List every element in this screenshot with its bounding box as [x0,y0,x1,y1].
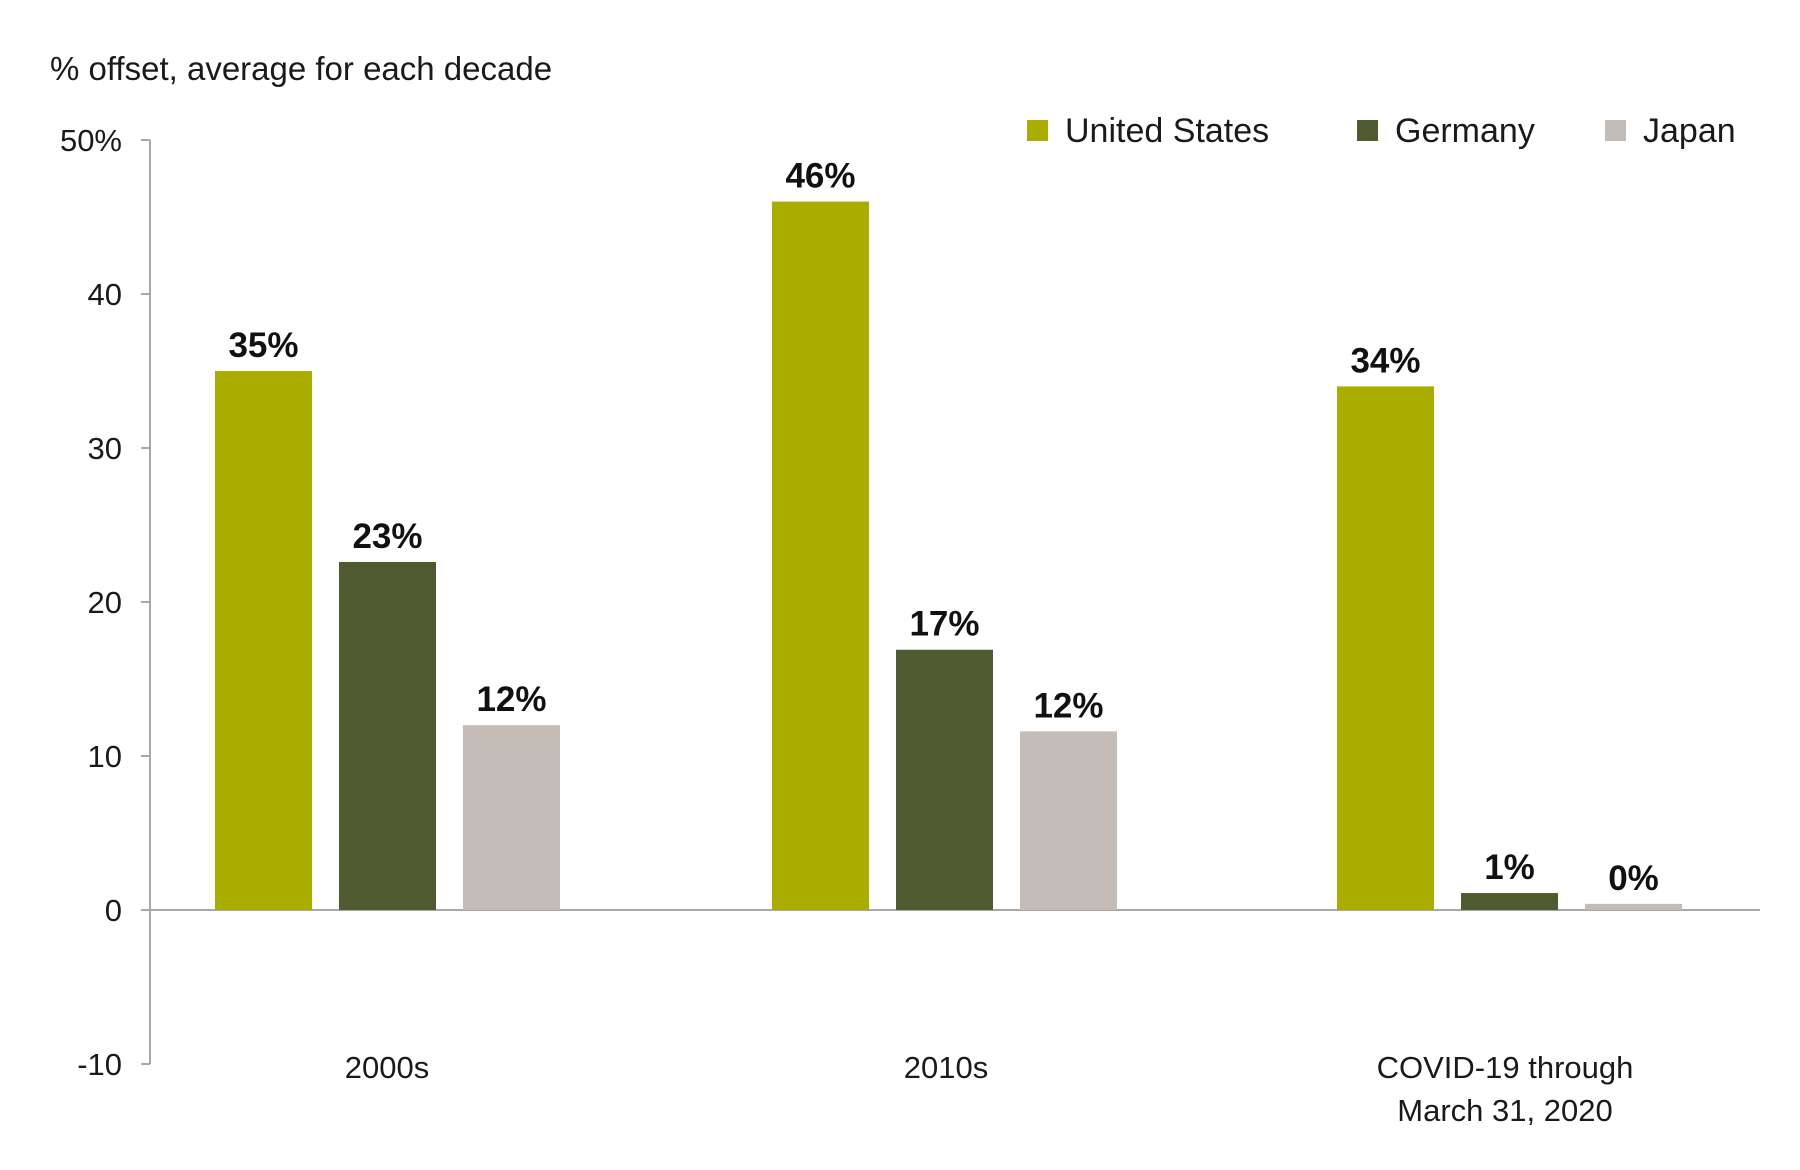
legend: United States Germany Japan [1027,112,1736,150]
bar-value-label: 23% [352,517,422,556]
bar-united-states [772,201,869,911]
x-category-label: COVID-19 through [1377,1050,1634,1085]
bar-value-label: 34% [1350,341,1420,380]
axes: 50% 40 30 20 10 0 -10 2000s 2010s COVID-19 throug… [60,123,1760,1128]
legend-swatch [1605,120,1626,141]
bar-value-label: 1% [1484,848,1535,887]
bar-united-states [215,371,312,910]
legend-swatch [1027,120,1048,141]
legend-swatch [1357,120,1378,141]
y-tick-label: 40 [88,277,122,312]
bar-value-label: 0% [1608,859,1659,898]
x-category-label: March 31, 2020 [1397,1093,1612,1128]
bar-value-label: 12% [476,680,546,719]
bar-value-label: 17% [909,605,979,644]
legend-label: United States [1065,112,1269,150]
bar-japan [463,725,560,910]
bar-value-label: 35% [228,326,298,365]
chart-subtitle: % offset, average for each decade [50,50,552,87]
y-tick-label: 0 [105,893,122,928]
bar-japan [1585,903,1682,910]
legend-label: Japan [1643,112,1736,150]
y-tick-label: 50% [60,123,122,158]
bar-japan [1020,731,1117,910]
y-tick-label: 10 [88,739,122,774]
bar-germany [339,561,436,910]
data-labels: 35% 23% 12% 46% 17% 12% 34% 1% 0% [228,157,1658,898]
bar-value-label: 46% [785,157,855,196]
bar-germany [1461,893,1558,910]
y-tick-label: 30 [88,431,122,466]
bar-germany [896,649,993,910]
y-tick-label: -10 [77,1047,122,1082]
y-tick-label: 20 [88,585,122,620]
bar-united-states [1337,386,1434,910]
x-category-label: 2000s [345,1050,429,1085]
bar-value-label: 12% [1033,686,1103,725]
legend-label: Germany [1395,112,1535,150]
x-category-label: 2010s [904,1050,988,1085]
bars [215,201,1682,911]
